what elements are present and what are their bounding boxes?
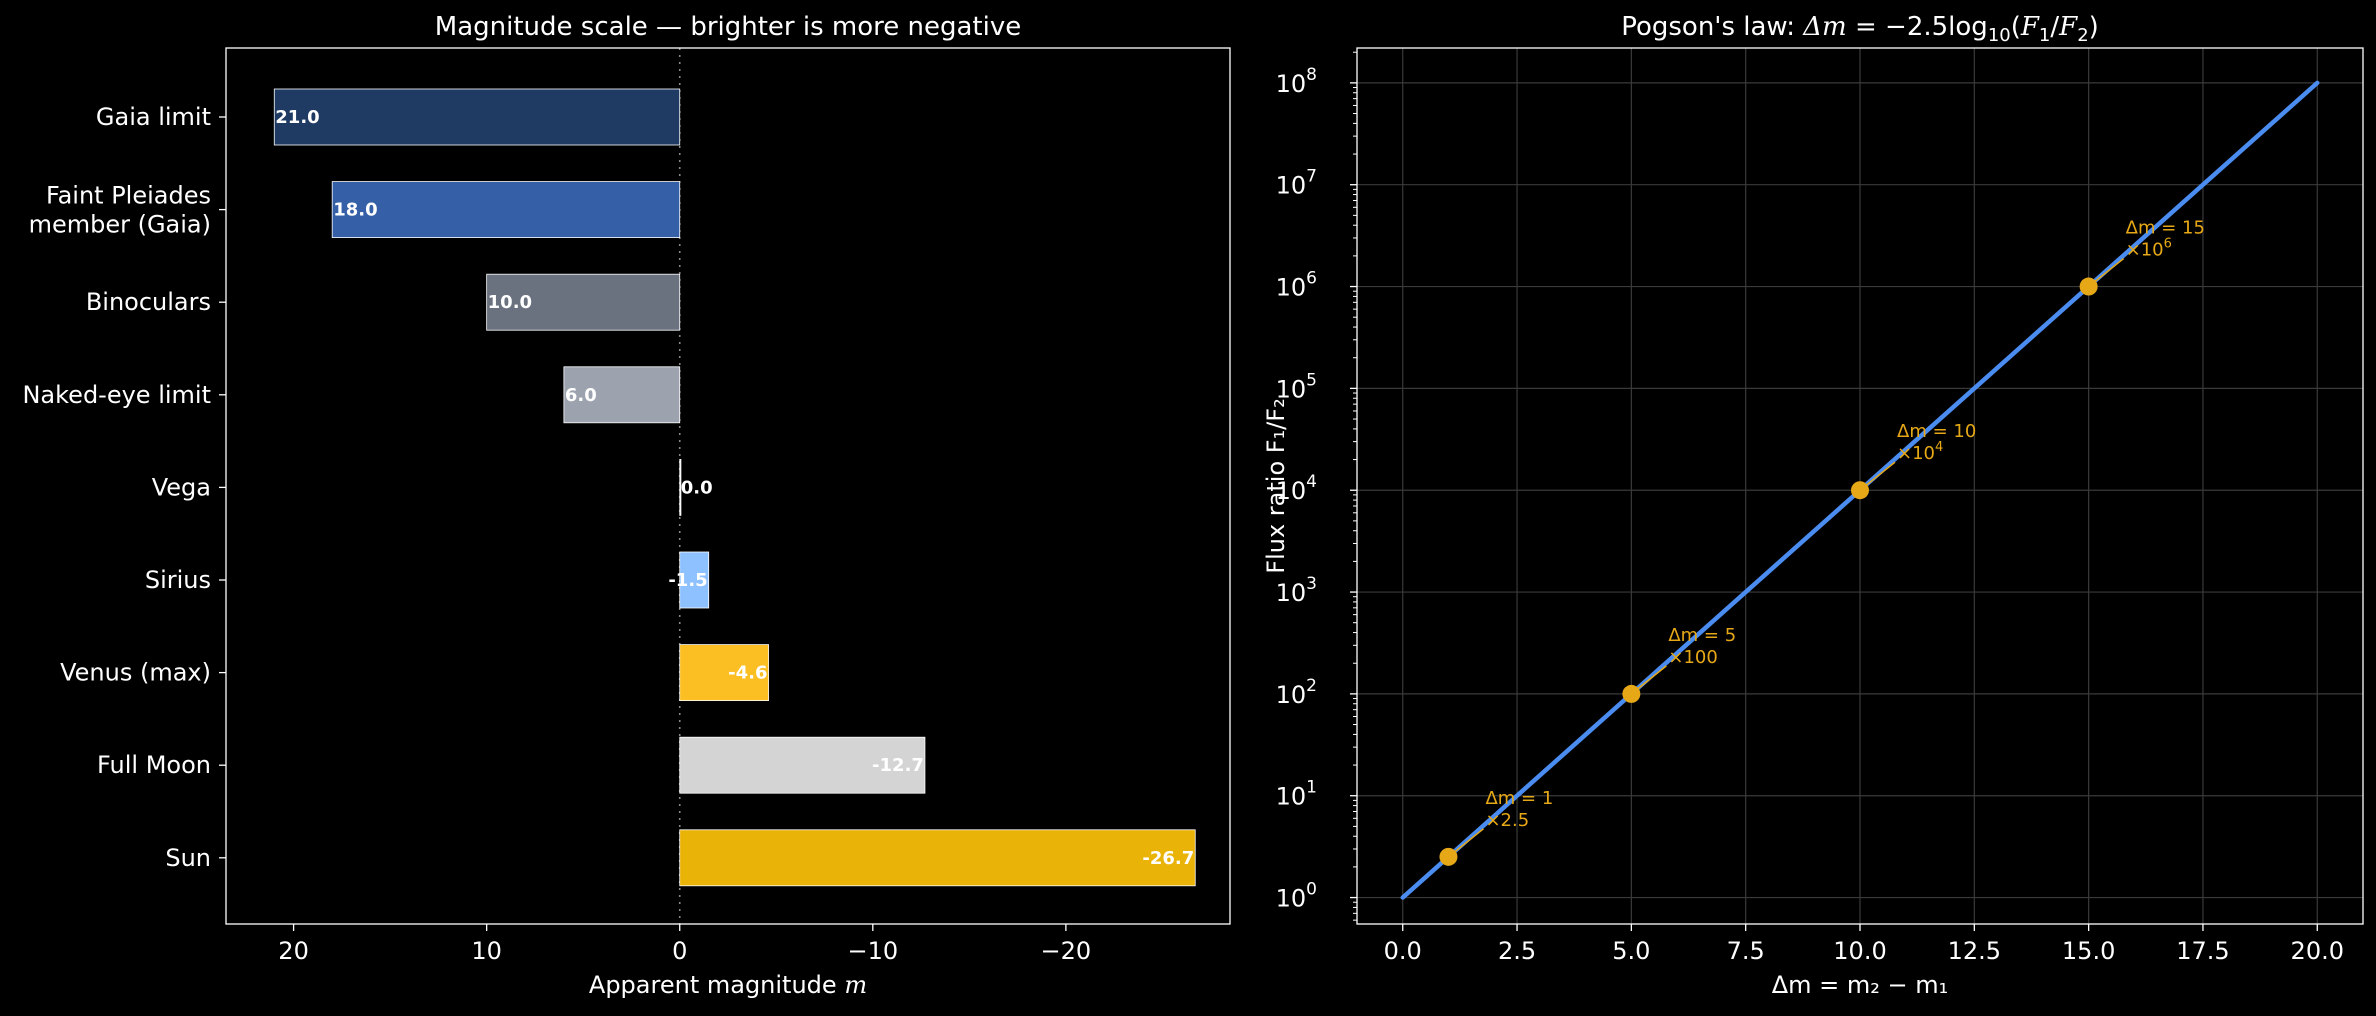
- y-tick-label: 103: [1276, 574, 1317, 607]
- left-x-axis-label: Apparent magnitude m: [589, 971, 867, 999]
- category-label: member (Gaia): [29, 211, 211, 239]
- annotation-arrow: [1864, 461, 1896, 487]
- y-tick-label: 104: [1276, 472, 1317, 505]
- x-tick-label: 0.0: [1384, 937, 1422, 965]
- x-tick-label: −10: [847, 937, 898, 965]
- bar: [331, 181, 681, 239]
- highlight-point: [1851, 481, 1869, 500]
- category-label: Sun: [165, 844, 211, 872]
- category-label: Vega: [152, 473, 211, 501]
- x-tick-label: 20: [278, 937, 309, 965]
- y-tick-label: 105: [1276, 370, 1317, 403]
- category-label: Binoculars: [86, 288, 211, 316]
- right-x-axis-label: Δm = m₂ − m₁: [1772, 971, 1949, 999]
- annotation-label: Δm = 5: [1668, 625, 1736, 646]
- bar: [679, 644, 769, 701]
- category-label: Full Moon: [97, 751, 211, 779]
- annotation-label: Δm = 1: [1485, 788, 1553, 809]
- x-tick-label: 0: [672, 937, 687, 965]
- bar: [679, 458, 682, 516]
- bar-value-label: 18.0: [333, 200, 377, 221]
- right-chart-title: Pogson's law: Δm = −2.5log10(F1/F2): [1621, 12, 2099, 46]
- right-plot-frame: [1356, 47, 2364, 925]
- x-tick-label: 7.5: [1727, 937, 1765, 965]
- bar-value-label: -12.7: [872, 755, 924, 776]
- bar: [486, 273, 681, 331]
- highlight-point: [1439, 847, 1458, 866]
- x-tick-label: 20.0: [2291, 937, 2344, 965]
- annotation-label: Δm = 10: [1897, 421, 1976, 442]
- x-tick-label: 17.5: [2176, 937, 2229, 965]
- annotation-arrow: [2093, 257, 2125, 284]
- bar-value-label: 6.0: [565, 385, 597, 406]
- bar: [679, 736, 926, 794]
- category-label: Faint Pleiades: [46, 182, 211, 210]
- left-plot-frame: [225, 47, 1231, 925]
- annotation-label: ×100: [1668, 647, 1717, 668]
- category-label: Venus (max): [60, 659, 211, 687]
- bar-value-label: -1.5: [668, 570, 707, 591]
- highlight-point: [1622, 684, 1641, 703]
- x-tick-label: 2.5: [1498, 937, 1536, 965]
- bar-value-label: 21.0: [275, 107, 319, 128]
- x-tick-label: 10: [471, 937, 502, 965]
- bar: [679, 829, 1196, 887]
- bar-value-label: -26.7: [1142, 848, 1194, 869]
- category-label: Gaia limit: [96, 103, 211, 131]
- bar-value-label: 10.0: [488, 292, 532, 313]
- bar: [273, 88, 681, 146]
- annotation-arrow: [1452, 828, 1484, 854]
- grid-lines: [1357, 48, 2363, 924]
- right-y-axis-label: Flux ratio F₁/F₂: [1262, 398, 1290, 573]
- bar: [563, 366, 681, 424]
- annotation-arrow: [1635, 665, 1667, 691]
- bar-value-label: 0.0: [681, 477, 713, 498]
- magnitude-bar-chart: Magnitude scale — brighter is more negat…: [22, 12, 1231, 999]
- left-chart-title: Magnitude scale — brighter is more negat…: [435, 12, 1021, 42]
- x-tick-label: −20: [1041, 937, 1092, 965]
- bars-group: 21.0 18.0 10.0 6.0 0.0 -1.5 -4.6 -12.7 -26.7: [273, 48, 1196, 924]
- annotation-label: ×2.5: [1485, 810, 1529, 831]
- category-label: Naked-eye limit: [22, 381, 211, 409]
- x-axis-ticks: 20 10 0 −10 −20: [278, 924, 1091, 965]
- category-label: Sirius: [145, 566, 211, 594]
- bar: [679, 551, 710, 609]
- x-tick-label: 12.5: [1948, 937, 2001, 965]
- bar-value-label: -4.6: [728, 663, 767, 684]
- annotation-label: Δm = 15: [2126, 218, 2205, 239]
- x-tick-label: 10.0: [1833, 937, 1886, 965]
- highlight-point: [2079, 277, 2098, 296]
- x-tick-label: 5.0: [1612, 937, 1650, 965]
- x-tick-label: 15.0: [2062, 937, 2115, 965]
